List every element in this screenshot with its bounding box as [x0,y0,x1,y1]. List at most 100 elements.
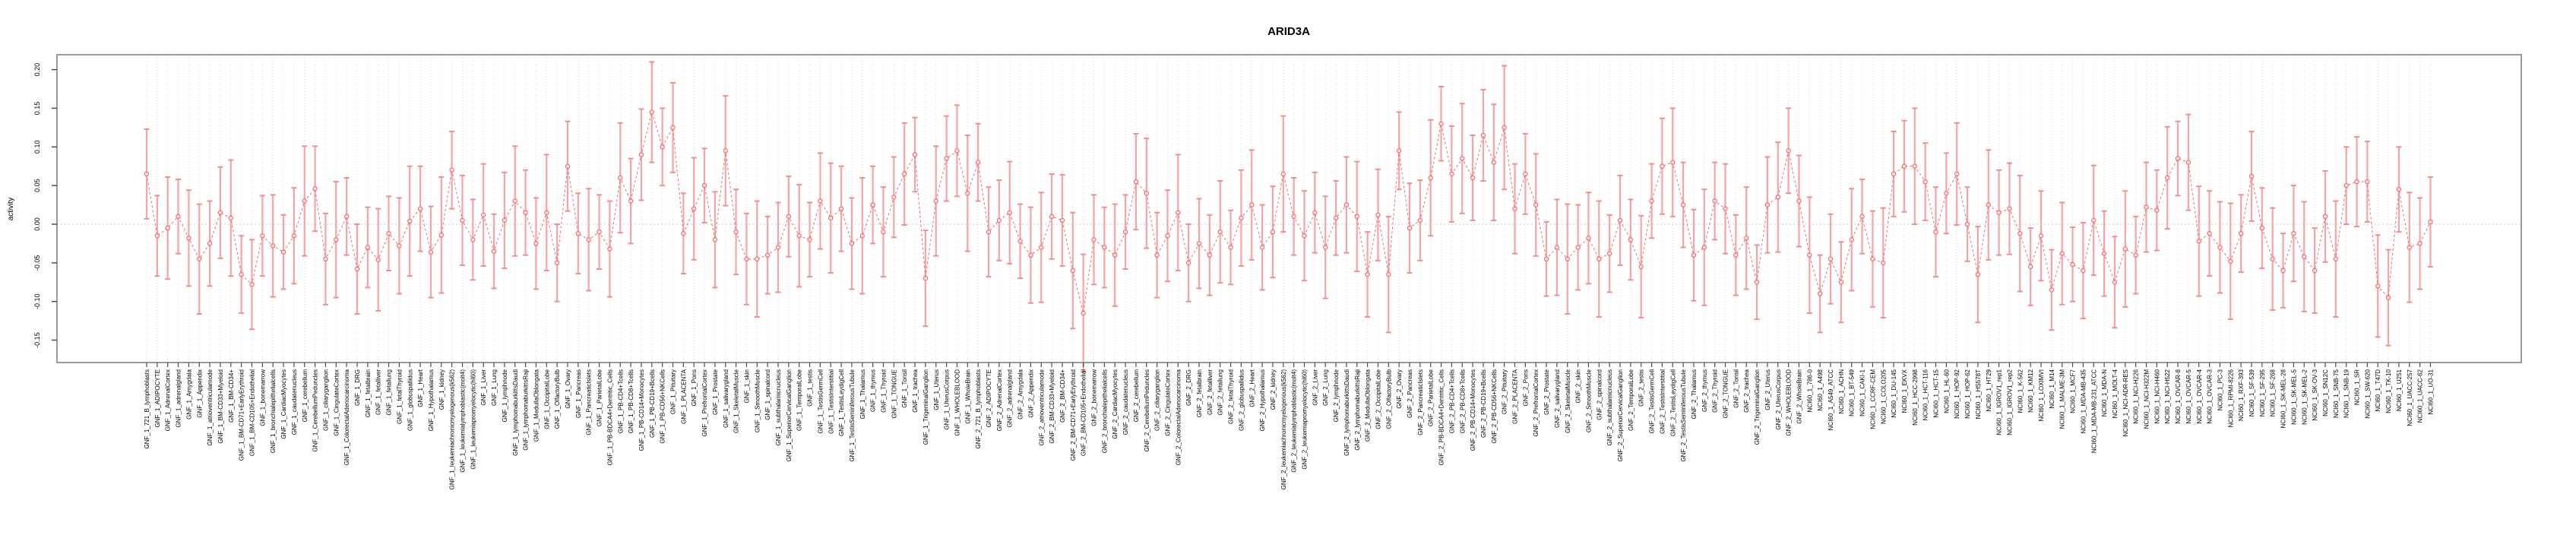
data-point [1185,260,1191,266]
data-point [1533,202,1539,207]
data-point [807,237,812,242]
x-tick-label: GNF_2_trachea [1743,369,1750,412]
x-tick-label: GNF_1_BM-CD105+Endothelial [249,369,256,456]
data-point [1660,163,1665,169]
x-tick-label: GNF_2_WHOLEBLOOD [1786,369,1793,436]
x-tick-label: NCI60_1_RPMI-8226 [2227,369,2234,427]
x-tick-label: GNF_1_testis [807,369,814,407]
x-tick-label: GNF_2_globuspallidus [1238,369,1245,431]
x-tick-label: GNF_2_PB-CD4+Tcells [1448,369,1455,433]
data-point [828,215,834,221]
data-point [2354,179,2359,185]
data-point [417,206,423,211]
x-tick-label: GNF_1_WHOLEBLOOD [954,369,960,436]
x-tick-label: NCI60_1_NCI-ADR-RES [2122,369,2129,436]
data-point [1733,252,1739,258]
data-point [2049,287,2055,293]
data-point [1912,163,1917,169]
data-point [712,237,718,242]
x-tick-label: GNF_2_atrioventricularnode [1038,369,1045,445]
x-tick-label: GNF_1_ColorectalAdenocarcinoma [343,369,350,465]
y-tick-label: 0.05 [33,179,41,192]
data-point [1291,214,1296,220]
data-point [701,182,707,188]
data-point [2207,231,2212,236]
data-point [2154,207,2160,213]
x-tick-label: GNF_1_BM-CD34+ [228,369,235,423]
data-point [354,266,360,272]
data-point [1670,160,1676,165]
data-point [1312,210,1318,215]
x-tick-label: GNF_2_Appendix [1027,369,1034,418]
x-tick-label: GNF_2_WholeBrain [1796,369,1802,424]
x-tick-label: GNF_1_TestisGermCell [817,369,824,434]
x-tick-label: GNF_1_Pancreas [575,369,582,418]
data-point [2385,295,2391,300]
data-point [1523,171,1528,177]
x-tick-label: GNF_1_Pituitary [670,369,677,414]
data-point [744,256,749,261]
x-tick-label: GNF_1_PB-CD19+Bcells [649,369,656,438]
x-tick-label: GNF_2_fetalbrain [1196,369,1203,417]
data-point [407,218,413,224]
data-point [1764,202,1771,207]
x-tick-label: GNF_2_fetallung [1217,369,1224,415]
x-tick-label: GNF_1_bonemarrow [259,369,266,426]
x-tick-label: GNF_1_leukemiapromyelocytic(hl60) [470,369,476,470]
x-tick-label: NCI60_1_NCI-H226 [2133,369,2140,423]
data-point [597,229,602,235]
x-tick-label: GNF_2_OccipitalLobe [1375,369,1381,429]
series-line [146,110,2431,314]
x-tick-label: NCI60_1_NCI-H322M [2144,369,2150,429]
data-point [1249,202,1255,207]
x-tick-label: GNF_2_TestisGermCell [1649,369,1656,434]
data-point [302,198,307,204]
data-point [1007,210,1012,215]
data-point [786,214,792,220]
x-tick-label: NCI60_1_A498 [1817,369,1824,410]
x-tick-label: NCI60_1_SNB-75 [2333,369,2340,418]
data-point [996,217,1002,223]
data-point [628,198,634,204]
x-tick-label: GNF_1_fetallung [386,369,393,415]
x-tick-label: GNF_1_TONGUE [891,369,897,418]
x-tick-label: GNF_2_Lung [1322,369,1329,406]
data-point [271,243,276,249]
data-point [2175,156,2181,161]
data-point [1849,237,1854,242]
data-point [775,245,781,250]
data-point [554,260,560,266]
x-tick-label: NCI60_1_SK-MEL-2 [2301,369,2308,424]
data-point [1122,229,1128,235]
x-tick-label: GNF_1_lymphomaburkittsDaudi [512,369,519,456]
x-tick-label: GNF_2_adrenalgland [1007,369,1014,428]
data-point [1691,252,1697,258]
x-tick-label: GNF_1_adrenalgland [176,369,182,428]
x-tick-label: GNF_1_lymphnode [502,369,508,422]
x-tick-label: GNF_2_TestisSeminiferousTubule [1680,369,1687,461]
data-point [2312,268,2318,274]
x-tick-label: NCI60_1_HT29 [1986,369,1992,411]
data-point [197,256,202,261]
data-point [2070,261,2075,268]
x-tick-label: NCI60_1_CCRF-CEM [1869,369,1876,429]
x-tick-label: GNF_2_ADIPOCYTE [986,369,992,427]
data-point [1828,256,1834,261]
x-tick-label: GNF_1_spinalcord [764,369,771,420]
x-tick-label: GNF_2_SkeletalMuscle [1565,369,1571,433]
data-point [154,233,160,239]
x-tick-label: NCI60_1_DU-145 [1891,369,1897,417]
x-tick-label: NCI60_1_SN12C [2322,369,2329,416]
data-point [870,202,875,207]
data-point [1333,215,1339,221]
data-point [334,237,339,242]
data-point [1280,171,1286,177]
x-tick-label: GNF_1_SuperiorCervicalGanglion [786,369,793,461]
data-point [818,198,823,204]
data-point [1154,252,1160,258]
data-point [1701,245,1707,250]
data-point [1081,310,1086,316]
data-point [2196,239,2201,244]
x-tick-label: NCI60_1_SK-OV-3 [2312,369,2318,420]
